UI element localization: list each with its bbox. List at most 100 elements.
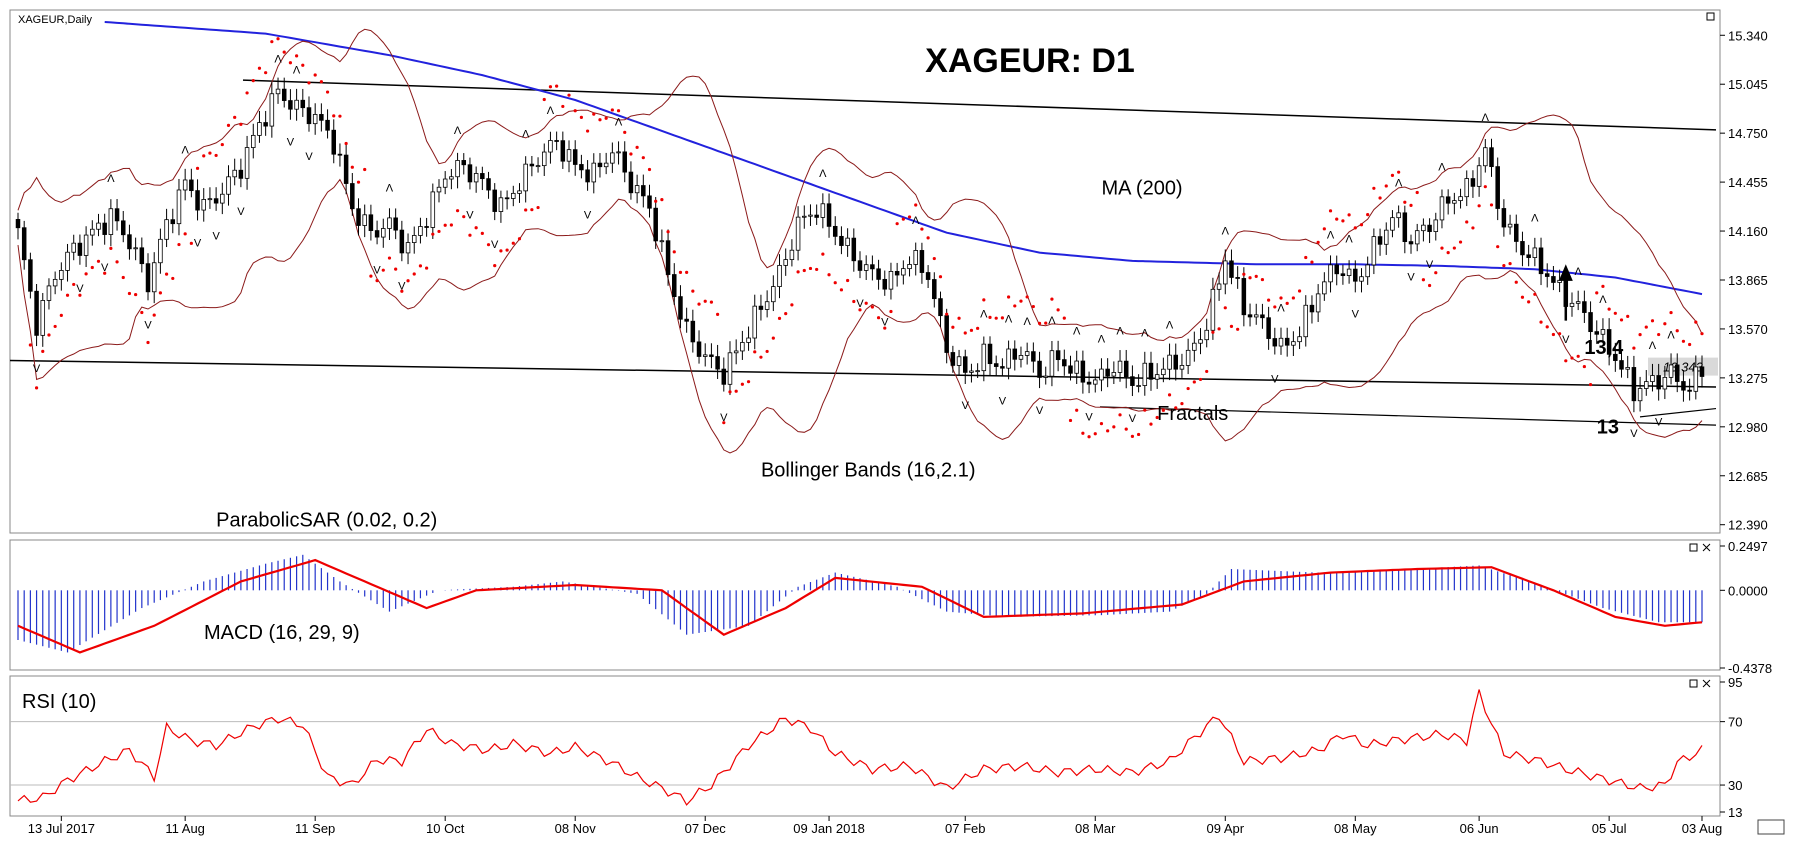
candle-body bbox=[1353, 268, 1358, 282]
sar-dot bbox=[1124, 427, 1128, 431]
candle-body bbox=[102, 222, 107, 235]
candle-body bbox=[603, 162, 609, 168]
sar-dot bbox=[1644, 325, 1648, 329]
sar-dot bbox=[1465, 220, 1469, 224]
candle-body bbox=[449, 176, 454, 180]
candle-body bbox=[981, 343, 987, 372]
sar-dot bbox=[437, 229, 441, 234]
sar-dot bbox=[96, 259, 101, 263]
candle-body bbox=[1687, 389, 1692, 392]
sar-dot bbox=[412, 272, 416, 276]
fractal-down: V bbox=[962, 400, 970, 412]
sar-dot bbox=[1514, 280, 1518, 284]
candle-body bbox=[1631, 367, 1637, 402]
sar-dot bbox=[1632, 346, 1636, 350]
candle-body bbox=[15, 219, 21, 229]
sar-dot bbox=[375, 278, 379, 283]
sar-dot bbox=[1050, 297, 1054, 301]
series-label: Bollinger Bands (16,2.1) bbox=[761, 460, 976, 482]
fractal-up: Λ bbox=[1166, 320, 1174, 332]
macd-panel-frame bbox=[9, 539, 1721, 671]
candle-body bbox=[1173, 354, 1179, 370]
fractal-down: V bbox=[305, 151, 313, 163]
fractal-down: V bbox=[1630, 428, 1638, 440]
fractal-up: Λ bbox=[1599, 294, 1607, 306]
x-tick-label: 08 Mar bbox=[1075, 821, 1116, 836]
rsi-close-icon[interactable] bbox=[1702, 679, 1711, 688]
sar-dot bbox=[746, 380, 751, 384]
fractal-down: V bbox=[1036, 405, 1044, 417]
scroll-icon[interactable] bbox=[1757, 819, 1785, 835]
sar-dot bbox=[901, 217, 905, 221]
candle-body bbox=[244, 147, 250, 179]
rsi-restore-icon[interactable] bbox=[1689, 679, 1698, 688]
candle-body bbox=[1043, 375, 1048, 378]
symbol-label: XAGEUR,Daily bbox=[18, 14, 92, 26]
sar-dot bbox=[1458, 240, 1463, 244]
sar-dot bbox=[1335, 217, 1339, 221]
candle-body bbox=[548, 140, 553, 153]
sar-dot bbox=[1186, 386, 1190, 391]
candle-body bbox=[467, 164, 473, 183]
sar-dot bbox=[1198, 377, 1203, 382]
candle-body bbox=[473, 173, 479, 183]
candle-body bbox=[746, 337, 751, 343]
sar-dot bbox=[647, 167, 652, 172]
candle-body bbox=[1253, 314, 1259, 318]
sar-dot bbox=[65, 293, 70, 297]
series-label: ParabolicSAR (0.02, 0.2) bbox=[216, 509, 437, 531]
sar-dot bbox=[734, 389, 738, 393]
candle-body bbox=[1006, 348, 1011, 369]
sar-dot bbox=[1118, 413, 1122, 417]
sar-dot bbox=[1316, 240, 1320, 244]
sar-dot bbox=[585, 129, 590, 133]
sar-dot bbox=[1205, 369, 1209, 374]
candle-body bbox=[455, 160, 460, 178]
price-panel-frame bbox=[9, 9, 1721, 534]
candle-body bbox=[1303, 304, 1309, 338]
sar-dot bbox=[195, 166, 200, 170]
sar-dot bbox=[1075, 408, 1079, 412]
macd-restore-icon[interactable] bbox=[1689, 543, 1698, 552]
sar-dot bbox=[350, 165, 354, 169]
sar-dot bbox=[660, 198, 664, 202]
sar-dot bbox=[1607, 307, 1611, 311]
candle-body bbox=[1483, 147, 1488, 167]
macd-close-icon[interactable] bbox=[1702, 543, 1711, 552]
sar-dot bbox=[852, 299, 856, 304]
sar-dot bbox=[313, 73, 317, 77]
candle-body bbox=[1594, 331, 1600, 335]
candle-body bbox=[77, 242, 83, 256]
sar-dot bbox=[1582, 364, 1586, 369]
candle-body bbox=[1154, 374, 1160, 380]
candle-body bbox=[201, 199, 206, 211]
sar-dot bbox=[815, 267, 819, 272]
maximize-icon[interactable] bbox=[1706, 12, 1715, 21]
fractal-down: V bbox=[999, 396, 1007, 408]
sar-dot bbox=[146, 340, 150, 345]
candle-body bbox=[1192, 342, 1197, 351]
sar-dot bbox=[988, 315, 992, 319]
candle-body bbox=[1514, 223, 1519, 242]
sar-dot bbox=[257, 66, 262, 70]
fractal-down: V bbox=[1426, 259, 1434, 271]
candle-body bbox=[987, 343, 993, 365]
candle-body bbox=[1284, 337, 1290, 346]
candle-body bbox=[752, 305, 758, 339]
sar-dot bbox=[505, 248, 509, 252]
sar-dot bbox=[771, 336, 775, 340]
fractal-down: V bbox=[144, 319, 152, 331]
candle-body bbox=[1445, 196, 1451, 204]
sar-dot bbox=[517, 237, 522, 241]
sar-dot bbox=[883, 326, 887, 330]
candle-body bbox=[944, 315, 949, 353]
support-trend-line bbox=[9, 359, 1717, 388]
sar-dot bbox=[1558, 332, 1562, 336]
fractal-up: Λ bbox=[1222, 225, 1230, 237]
price-tick-label: 13.275 bbox=[1728, 371, 1768, 386]
sar-dot bbox=[1279, 296, 1283, 300]
candle-body bbox=[1031, 351, 1036, 362]
candle-body bbox=[715, 356, 720, 370]
sar-dot bbox=[1427, 283, 1432, 288]
candle-body bbox=[1383, 229, 1389, 245]
